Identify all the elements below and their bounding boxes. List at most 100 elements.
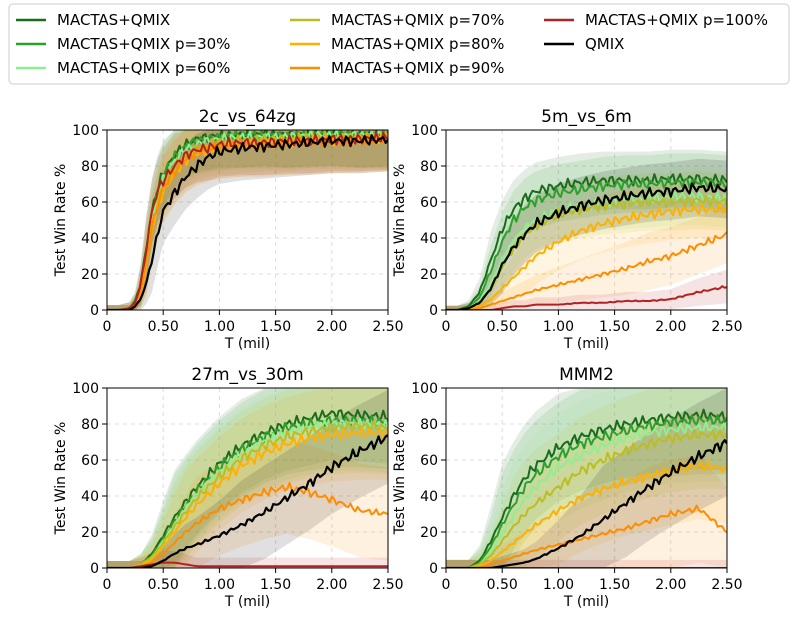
y-tick-label: 20 bbox=[81, 525, 99, 541]
series-line bbox=[107, 481, 388, 568]
legend-entry: MACTAS+QMIX p=70% bbox=[290, 11, 504, 29]
y-tick-label: 0 bbox=[429, 303, 438, 319]
legend-entry: MACTAS+QMIX p=30% bbox=[16, 35, 230, 53]
y-tick-label: 60 bbox=[420, 453, 438, 469]
axes-frame bbox=[445, 387, 728, 569]
y-axis-label: Test Win Rate % bbox=[392, 164, 408, 278]
chart-title: MMM2 bbox=[559, 365, 614, 385]
series-line bbox=[107, 134, 388, 310]
chart-panel: 0 20 40 60 80 100 0 0.50 1.00 1.50 2.00 2.50 2c_vs_6… bbox=[53, 107, 404, 352]
axes-frame bbox=[445, 129, 728, 311]
x-tick-label: 1.50 bbox=[599, 319, 630, 335]
axes-frame bbox=[106, 129, 389, 311]
y-tick-label: 0 bbox=[429, 561, 438, 577]
x-tick-label: 0 bbox=[442, 577, 451, 593]
y-tick-label: 60 bbox=[81, 195, 99, 211]
y-tick-label: 80 bbox=[81, 417, 99, 433]
chart-title: 5m_vs_6m bbox=[541, 107, 632, 127]
x-tick-label: 0.50 bbox=[487, 577, 518, 593]
legend-label: MACTAS+QMIX p=90% bbox=[331, 59, 504, 77]
series-line bbox=[107, 434, 388, 568]
series-line bbox=[446, 408, 727, 568]
x-tick-label: 2.50 bbox=[711, 319, 742, 335]
y-axis-label: Test Win Rate % bbox=[53, 422, 69, 536]
x-axis-label: T (mil) bbox=[563, 594, 609, 610]
x-tick-label: 0 bbox=[103, 577, 112, 593]
chart-panel: 0 20 40 60 80 100 0 0.50 1.00 1.50 2.00 2.50 27m_vs_… bbox=[53, 365, 404, 610]
y-tick-label: 60 bbox=[81, 453, 99, 469]
legend-label: MACTAS+QMIX p=100% bbox=[585, 11, 768, 29]
x-tick-label: 2.00 bbox=[655, 577, 686, 593]
legend-label: QMIX bbox=[585, 35, 624, 53]
legend-entry: MACTAS+QMIX bbox=[16, 11, 170, 29]
y-tick-label: 20 bbox=[420, 525, 438, 541]
legend-label: MACTAS+QMIX p=30% bbox=[57, 35, 230, 53]
plot-area bbox=[107, 130, 388, 310]
variance-band bbox=[107, 440, 388, 568]
x-tick-label: 2.50 bbox=[372, 319, 403, 335]
legend-label: MACTAS+QMIX p=80% bbox=[331, 35, 504, 53]
x-tick-label: 1.00 bbox=[543, 577, 574, 593]
y-tick-label: 40 bbox=[420, 231, 438, 247]
y-tick-label: 100 bbox=[72, 123, 99, 139]
variance-band bbox=[446, 171, 727, 310]
plot-area bbox=[446, 149, 727, 310]
variance-band bbox=[446, 149, 727, 310]
y-tick-label: 40 bbox=[420, 489, 438, 505]
variance-band bbox=[446, 158, 727, 310]
series-line bbox=[446, 181, 727, 310]
y-tick-label: 80 bbox=[81, 159, 99, 175]
x-tick-label: 0 bbox=[442, 319, 451, 335]
series-line bbox=[107, 131, 388, 310]
legend-label: MACTAS+QMIX bbox=[57, 11, 170, 29]
y-tick-label: 80 bbox=[420, 417, 438, 433]
variance-band bbox=[107, 130, 388, 310]
y-tick-label: 0 bbox=[90, 561, 99, 577]
series-line bbox=[107, 426, 388, 568]
x-tick-label: 2.00 bbox=[316, 319, 347, 335]
plot-area bbox=[446, 388, 727, 568]
legend-entry: QMIX bbox=[544, 35, 624, 53]
x-axis-label: T (mil) bbox=[563, 336, 609, 352]
y-tick-label: 40 bbox=[81, 489, 99, 505]
x-tick-label: 2.50 bbox=[711, 577, 742, 593]
legend-label: MACTAS+QMIX p=60% bbox=[57, 59, 230, 77]
legend-entry: MACTAS+QMIX p=80% bbox=[290, 35, 504, 53]
x-axis-label: T (mil) bbox=[224, 594, 270, 610]
variance-band bbox=[107, 130, 388, 310]
legend-label: MACTAS+QMIX p=70% bbox=[331, 11, 504, 29]
variance-band bbox=[107, 130, 388, 310]
x-tick-label: 1.50 bbox=[599, 577, 630, 593]
legend-entry: MACTAS+QMIX p=90% bbox=[290, 59, 504, 77]
chart-title: 2c_vs_64zg bbox=[199, 107, 296, 127]
x-tick-label: 0.50 bbox=[148, 319, 179, 335]
x-tick-label: 2.00 bbox=[655, 319, 686, 335]
series-line bbox=[446, 173, 727, 310]
y-tick-label: 100 bbox=[411, 123, 438, 139]
series-line bbox=[446, 420, 727, 568]
y-tick-label: 0 bbox=[90, 303, 99, 319]
legend-entry: MACTAS+QMIX p=100% bbox=[544, 11, 768, 29]
variance-band bbox=[107, 130, 388, 310]
x-tick-label: 1.50 bbox=[260, 319, 291, 335]
y-tick-label: 60 bbox=[420, 195, 438, 211]
variance-band bbox=[107, 130, 388, 310]
y-tick-label: 20 bbox=[81, 267, 99, 283]
legend-frame bbox=[8, 3, 790, 85]
x-tick-label: 1.00 bbox=[204, 577, 235, 593]
x-tick-label: 0.50 bbox=[148, 577, 179, 593]
legend: MACTAS+QMIX MACTAS+QMIX p=30% MACTAS+QMIX … bbox=[8, 3, 790, 85]
chart-panel: 0 20 40 60 80 100 0 0.50 1.00 1.50 2.00 2.50 5m_vs_6… bbox=[392, 107, 743, 352]
x-tick-label: 1.00 bbox=[204, 319, 235, 335]
chart-panel: 0 20 40 60 80 100 0 0.50 1.00 1.50 2.00 2.50 MMM2 T (… bbox=[392, 365, 743, 610]
y-axis-label: Test Win Rate % bbox=[392, 422, 408, 536]
y-tick-label: 40 bbox=[81, 231, 99, 247]
variance-band bbox=[107, 130, 388, 310]
y-tick-label: 20 bbox=[420, 267, 438, 283]
plot-area bbox=[107, 388, 388, 568]
x-tick-label: 0 bbox=[103, 319, 112, 335]
variance-band bbox=[446, 411, 727, 568]
variance-band bbox=[107, 130, 388, 310]
y-tick-label: 100 bbox=[411, 381, 438, 397]
